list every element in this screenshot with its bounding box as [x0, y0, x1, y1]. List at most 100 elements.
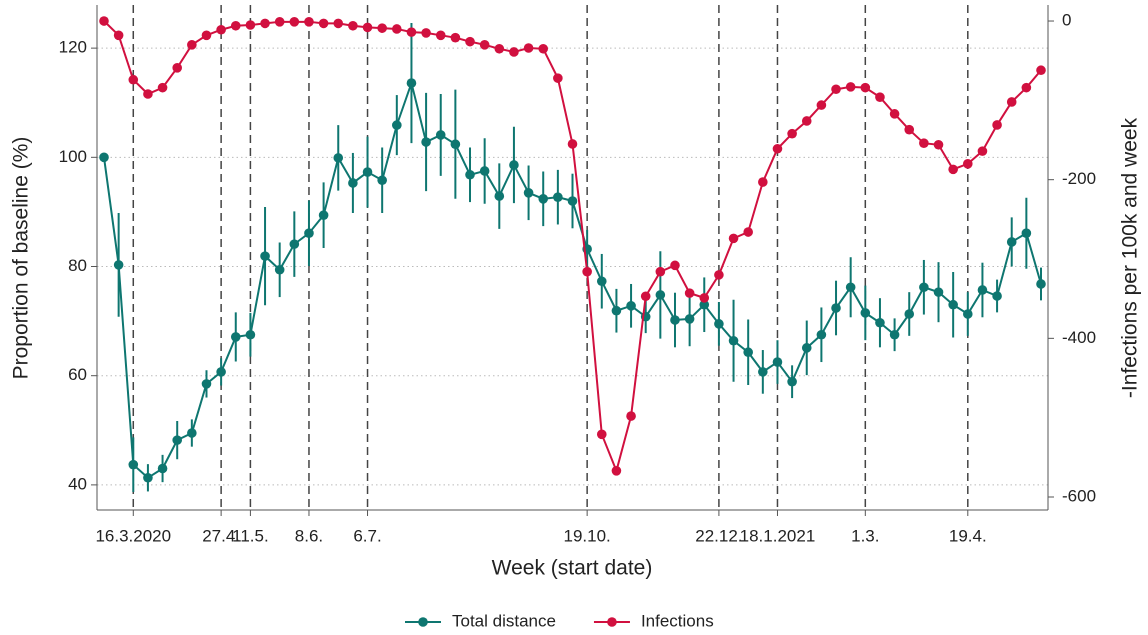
y-tick-label: 120 [59, 38, 87, 57]
point [99, 152, 109, 163]
point [260, 18, 270, 29]
point [787, 376, 797, 387]
point [465, 36, 475, 47]
point [553, 192, 563, 202]
point [333, 18, 344, 29]
point [157, 463, 168, 474]
point [787, 128, 797, 139]
point [860, 82, 871, 93]
point [377, 175, 387, 186]
point [933, 139, 944, 150]
y2-tick-label: -200 [1062, 169, 1096, 188]
point [260, 251, 270, 261]
legend-label: Infections [641, 611, 714, 630]
point [509, 160, 519, 170]
x-tick-label: 11.5. [232, 526, 269, 545]
point [758, 177, 768, 187]
point [728, 233, 739, 244]
y-tick-label: 80 [68, 256, 87, 275]
point [743, 347, 753, 358]
point [289, 17, 300, 27]
legend-label: Total distance [452, 611, 556, 630]
point [831, 303, 841, 313]
y-tick-label: 40 [68, 474, 87, 493]
point [523, 43, 534, 53]
point [626, 301, 636, 311]
point [406, 27, 417, 37]
point [714, 319, 724, 329]
point [655, 266, 666, 277]
point [348, 20, 358, 31]
point [143, 89, 153, 99]
point [816, 100, 827, 110]
point [728, 335, 739, 346]
series-line [103, 20, 1042, 474]
point [962, 159, 973, 169]
point [362, 167, 373, 177]
point [655, 290, 666, 300]
point [406, 78, 417, 88]
point [816, 329, 827, 340]
point [509, 47, 519, 57]
x-tick-label: 19.4. [949, 526, 987, 545]
point [977, 146, 988, 156]
point [626, 411, 636, 421]
point [684, 288, 695, 298]
point [1021, 228, 1032, 239]
point [435, 30, 446, 41]
point [714, 270, 724, 280]
point [875, 317, 885, 328]
point [538, 43, 549, 54]
point [465, 169, 475, 180]
x-tick-label: 19.10. [564, 526, 611, 545]
point [274, 264, 285, 275]
point [567, 196, 578, 206]
point [889, 109, 900, 119]
x-tick-label: 18.1.2021 [740, 526, 816, 545]
point [1021, 82, 1032, 93]
point [948, 164, 958, 175]
point [889, 329, 900, 340]
point [245, 329, 256, 340]
point [99, 16, 109, 26]
point [538, 194, 549, 204]
point [611, 466, 622, 476]
point [392, 120, 402, 130]
point [113, 260, 124, 270]
point [596, 429, 607, 440]
point [230, 20, 241, 31]
point [567, 139, 578, 149]
point [772, 357, 783, 367]
point [992, 120, 1002, 130]
x-tick-label: 22.12. [695, 526, 742, 545]
x-axis-title: Week (start date) [492, 557, 653, 580]
point [362, 22, 373, 33]
point [596, 276, 607, 287]
point [289, 239, 300, 249]
point [904, 124, 915, 135]
point [772, 143, 783, 154]
point [845, 82, 856, 92]
point [304, 17, 314, 27]
point [845, 282, 856, 293]
y2-tick-label: 0 [1062, 11, 1071, 30]
point [801, 343, 812, 353]
point [523, 188, 534, 198]
point [758, 367, 768, 377]
point [875, 92, 885, 102]
point [274, 17, 285, 27]
point [245, 20, 256, 30]
point [450, 32, 461, 43]
point [977, 285, 988, 295]
point [201, 379, 212, 389]
point [919, 282, 929, 293]
point [494, 191, 505, 201]
x-tick-label: 1.3. [851, 526, 879, 545]
point [216, 367, 226, 377]
point [582, 266, 592, 277]
y2-axis-title: -Infections per 100k and week [1119, 117, 1142, 398]
point [860, 308, 871, 318]
legend-marker [418, 617, 428, 627]
point [919, 138, 929, 148]
